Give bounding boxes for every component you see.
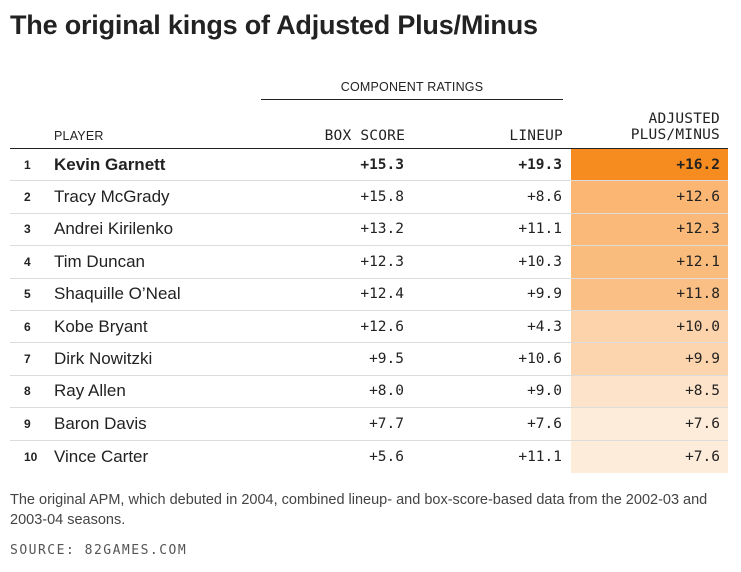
box-score-cell: +8.0 [369,383,404,400]
apm-heat-cell [571,375,728,408]
apm-heat-cell [571,278,728,310]
player-name-cell: Tracy McGrady [54,187,170,207]
column-header-adjusted-plus-minus: ADJUSTED PLUS/MINUS [600,111,720,143]
rank-cell: 3 [24,222,31,237]
box-score-cell: +13.2 [360,221,404,238]
lineup-cell: +10.3 [518,253,562,270]
apm-cell: +10.0 [676,318,720,335]
player-name-cell: Kevin Garnett [54,154,166,174]
box-score-cell: +12.3 [360,253,404,270]
apm-cell: +16.2 [676,156,720,173]
apm-heat-cell [571,213,728,246]
apm-cell: +12.1 [676,253,720,270]
chart-title: The original kings of Adjusted Plus/Minu… [10,10,538,40]
player-name-cell: Vince Carter [54,446,149,466]
table-row: 4 Tim Duncan +12.3 +10.3 +12.1 [10,246,728,279]
table-row: 10 Vince Carter +5.6 +11.1 +7.6 [10,440,728,473]
apm-cell: +12.3 [676,221,720,238]
apm-cell: +7.6 [685,448,720,465]
column-header-apm-line2: PLUS/MINUS [630,127,720,143]
apm-cell: +12.6 [676,189,720,206]
rank-cell: 5 [24,287,31,302]
column-header-player: PLAYER [54,129,104,143]
box-score-cell: +12.6 [360,318,404,335]
lineup-cell: +11.1 [518,448,562,465]
lineup-cell: +8.6 [527,189,562,206]
lineup-cell: +10.6 [518,351,562,368]
rank-cell: 7 [24,352,31,367]
table-row: 3 Andrei Kirilenko +13.2 +11.1 +12.3 [10,213,728,247]
box-score-cell: +7.7 [369,415,404,432]
apm-heat-cell [571,246,728,278]
table-row: 6 Kobe Bryant +12.6 +4.3 +10.0 [10,310,728,344]
table-row: 5 Shaquille O’Neal +12.4 +9.9 +11.8 [10,278,728,311]
rank-cell: 9 [24,416,31,431]
rank-cell: 4 [24,254,31,269]
box-score-cell: +15.3 [360,156,404,173]
apm-cell: +9.9 [685,351,720,368]
rank-cell: 1 [24,157,31,172]
table-row: 2 Tracy McGrady +15.8 +8.6 +12.6 [10,181,728,214]
column-header-lineup: LINEUP [509,128,563,144]
column-header-apm-line1: ADJUSTED [648,111,720,127]
table-row: 9 Baron Davis +7.7 +7.6 +7.6 [10,408,728,441]
rank-cell: 8 [24,384,31,399]
table-row: 7 Dirk Nowitzki +9.5 +10.6 +9.9 [10,343,728,376]
player-name-cell: Shaquille O’Neal [54,284,181,304]
apm-heat-cell [571,181,728,213]
source-note: SOURCE: 82GAMES.COM [10,543,188,558]
apm-cell: +7.6 [685,415,720,432]
footnote: The original APM, which debuted in 2004,… [10,492,708,528]
rank-cell: 6 [24,319,31,334]
component-ratings-rule [261,99,563,100]
box-score-cell: +12.4 [360,286,404,303]
apm-heat-cell [571,408,728,440]
player-name-cell: Andrei Kirilenko [54,219,174,239]
table-row: 8 Ray Allen +8.0 +9.0 +8.5 [10,375,728,409]
rank-cell: 2 [24,190,31,205]
player-name-cell: Tim Duncan [54,251,146,271]
header-rule [10,148,728,149]
component-ratings-header: COMPONENT RATINGS [340,80,484,94]
box-score-cell: +15.8 [360,189,404,206]
apm-cell: +8.5 [685,383,720,400]
table-row: 1 Kevin Garnett +15.3 +19.3 +16.2 [10,149,728,182]
apm-cell: +11.8 [676,286,720,303]
lineup-cell: +4.3 [527,318,562,335]
apm-heat-cell [571,343,728,375]
lineup-cell: +11.1 [518,221,562,238]
box-score-cell: +9.5 [369,351,404,368]
lineup-cell: +19.3 [518,156,562,173]
apm-heat-cell [571,310,728,343]
lineup-cell: +7.6 [527,415,562,432]
table-body: 1 Kevin Garnett +15.3 +19.3 +16.2 2 Tracy McGr… [10,149,728,473]
player-name-cell: Kobe Bryant [54,316,148,336]
apm-heat-cell [571,440,728,473]
box-score-cell: +5.6 [369,448,404,465]
lineup-cell: +9.0 [527,383,562,400]
player-name-cell: Ray Allen [54,381,126,401]
column-header-box-score: BOX SCORE [324,128,405,144]
rank-cell: 10 [24,449,38,464]
player-name-cell: Baron Davis [54,413,147,433]
lineup-cell: +9.9 [527,286,562,303]
apm-heat-cell [571,149,728,181]
player-name-cell: Dirk Nowitzki [54,349,153,369]
